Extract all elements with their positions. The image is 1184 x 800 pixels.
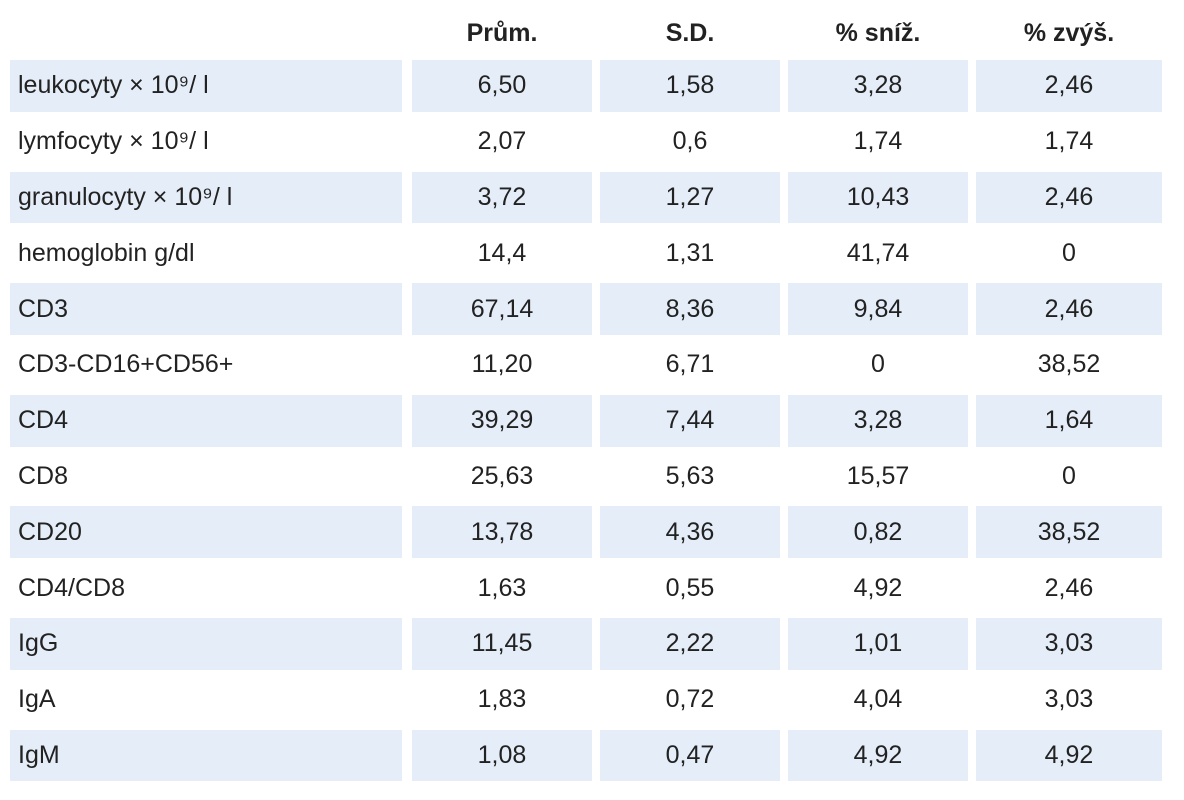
cell-value: 2,46 — [976, 283, 1162, 335]
cell-value: 3,03 — [1044, 685, 1094, 714]
cell-value: 1,64 — [976, 394, 1162, 447]
cell-value: 3,28 — [788, 394, 968, 447]
cell-value: 38,52 — [1037, 350, 1101, 379]
cell-value: 39,29 — [412, 394, 592, 447]
cell-value: 11,45 — [412, 618, 592, 670]
row-label: IgA — [18, 685, 56, 714]
row-label: hemoglobin g/dl — [18, 238, 195, 267]
cell-value: 4,36 — [600, 506, 780, 559]
cell-value: 1,58 — [600, 60, 780, 112]
cell-value: 1,63 — [477, 573, 527, 602]
cell-value: 1,27 — [600, 171, 780, 224]
row-label: CD20 — [10, 506, 402, 559]
cell-value: 13,78 — [412, 506, 592, 559]
cell-value: 0 — [871, 350, 885, 379]
cell-value: 67,14 — [412, 283, 592, 335]
cell-value: 4,92 — [976, 729, 1162, 782]
column-header: % zvýš. — [1023, 18, 1115, 47]
cell-value: 0,55 — [665, 573, 715, 602]
cell-value: 2,46 — [1044, 573, 1094, 602]
cell-value: 15,57 — [846, 461, 910, 490]
column-header: S.D. — [665, 18, 715, 47]
cell-value: 1,31 — [665, 238, 715, 267]
cell-value: 0 — [1062, 461, 1076, 490]
row-label: CD8 — [18, 461, 69, 490]
cell-value: 25,63 — [470, 461, 534, 490]
cell-value: 41,74 — [846, 238, 910, 267]
row-label: IgG — [10, 618, 402, 670]
row-label: granulocyty × 10⁹/ l — [10, 171, 402, 224]
column-header: % sníž. — [835, 18, 921, 47]
cell-value: 6,50 — [412, 60, 592, 112]
cell-value: 3,28 — [788, 60, 968, 112]
row-label: lymfocyty × 10⁹/ l — [18, 127, 209, 156]
cell-value: 11,20 — [471, 350, 533, 379]
cell-value: 2,46 — [976, 60, 1162, 112]
cell-value: 2,22 — [600, 618, 780, 670]
cell-value: 1,08 — [412, 729, 592, 782]
cell-value: 5,63 — [665, 461, 715, 490]
cell-value: 2,07 — [477, 127, 527, 156]
cell-value: 1,83 — [477, 685, 527, 714]
cell-value: 6,71 — [665, 350, 715, 379]
row-label: IgM — [10, 729, 402, 782]
cell-value: 0 — [1062, 238, 1076, 267]
cell-value: 0,6 — [672, 127, 708, 156]
row-label: CD3 — [10, 283, 402, 335]
cell-value: 1,74 — [853, 127, 903, 156]
cell-value: 0,82 — [788, 506, 968, 559]
cell-value: 2,46 — [976, 171, 1162, 224]
cell-value: 3,72 — [412, 171, 592, 224]
cell-value: 4,04 — [853, 685, 903, 714]
cell-value: 7,44 — [600, 394, 780, 447]
cell-value: 9,84 — [788, 283, 968, 335]
cell-value: 1,01 — [788, 618, 968, 670]
cell-value: 10,43 — [788, 171, 968, 224]
row-label: CD4/CD8 — [18, 573, 125, 602]
column-header: Prům. — [466, 18, 538, 47]
cell-value: 38,52 — [976, 506, 1162, 559]
cell-value: 4,92 — [853, 573, 903, 602]
cell-value: 4,92 — [788, 729, 968, 782]
cell-value: 8,36 — [600, 283, 780, 335]
row-label: CD4 — [10, 394, 402, 447]
row-label: CD3-CD16+CD56+ — [18, 350, 234, 379]
cell-value: 0,47 — [600, 729, 780, 782]
cell-value: 14,4 — [477, 238, 527, 267]
row-label: leukocyty × 10⁹/ l — [10, 60, 402, 112]
cell-value: 0,72 — [665, 685, 715, 714]
cell-value: 1,74 — [1044, 127, 1094, 156]
cell-value: 3,03 — [976, 618, 1162, 670]
